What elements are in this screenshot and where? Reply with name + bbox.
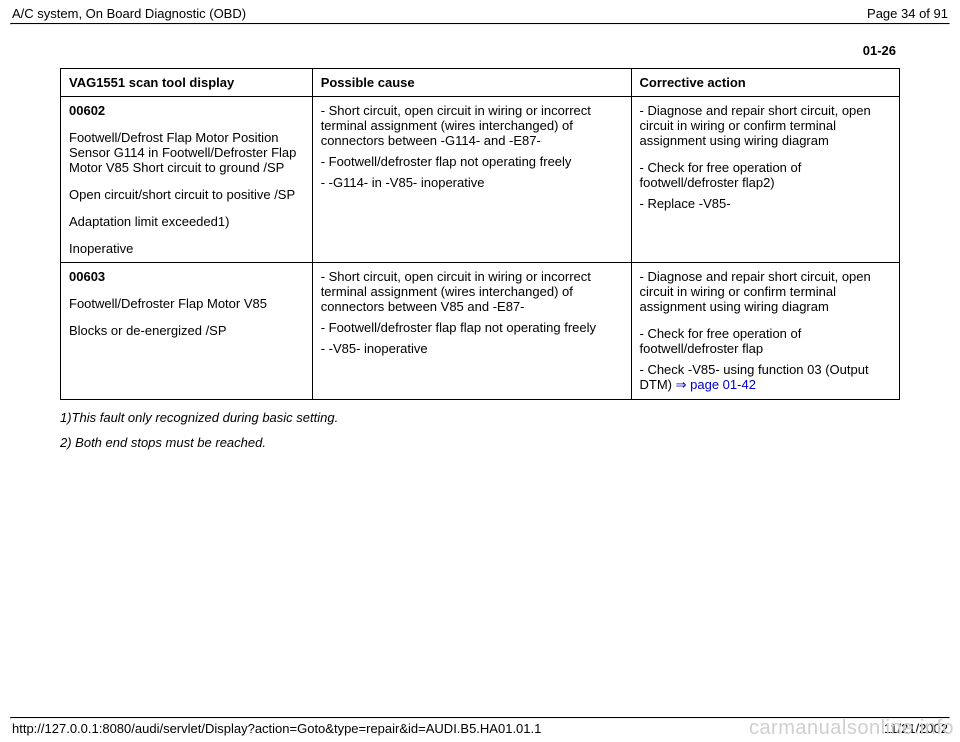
- cause-line: - Footwell/defroster flap not operating …: [321, 154, 623, 169]
- footnotes: 1)This fault only recognized during basi…: [60, 410, 900, 450]
- cause-line: - Footwell/defroster flap flap not opera…: [321, 320, 623, 335]
- col-header-cause: Possible cause: [312, 69, 631, 97]
- fault-code: 00602: [69, 103, 304, 118]
- action-line: - Replace -V85-: [640, 196, 892, 211]
- display-line: Blocks or de-energized /SP: [69, 323, 304, 338]
- cell-display: 00603 Footwell/Defroster Flap Motor V85 …: [61, 263, 313, 400]
- cause-line: - -G114- in -V85- inoperative: [321, 175, 623, 190]
- fault-code: 00603: [69, 269, 304, 284]
- footer-url: http://127.0.0.1:8080/audi/servlet/Displ…: [12, 721, 541, 736]
- action-line: - Check -V85- using function 03 (Output …: [640, 362, 892, 393]
- cause-line: - Short circuit, open circuit in wiring …: [321, 103, 623, 148]
- page-indicator: Page 34 of 91: [867, 6, 948, 21]
- footer-date: 11/21/2002: [884, 721, 948, 736]
- cell-action: - Diagnose and repair short circuit, ope…: [631, 263, 900, 400]
- cell-cause: - Short circuit, open circuit in wiring …: [312, 263, 631, 400]
- display-line: Adaptation limit exceeded1): [69, 214, 304, 229]
- page-footer: http://127.0.0.1:8080/audi/servlet/Displ…: [10, 717, 950, 736]
- display-line: Inoperative: [69, 241, 304, 256]
- action-line: - Check for free operation of footwell/d…: [640, 160, 892, 190]
- col-header-display: VAG1551 scan tool display: [61, 69, 313, 97]
- display-line: Footwell/Defrost Flap Motor Position Sen…: [69, 130, 304, 175]
- display-line: Open circuit/short circuit to positive /…: [69, 187, 304, 202]
- footnote: 2) Both end stops must be reached.: [60, 435, 900, 450]
- footnote: 1)This fault only recognized during basi…: [60, 410, 900, 425]
- display-line: Footwell/Defroster Flap Motor V85: [69, 296, 304, 311]
- action-line: - Check for free operation of footwell/d…: [640, 326, 892, 356]
- page-header: A/C system, On Board Diagnostic (OBD) Pa…: [10, 6, 950, 23]
- col-header-action: Corrective action: [631, 69, 900, 97]
- cause-line: - -V85- inoperative: [321, 341, 623, 356]
- table-header-row: VAG1551 scan tool display Possible cause…: [61, 69, 900, 97]
- cell-action: - Diagnose and repair short circuit, ope…: [631, 97, 900, 263]
- diagnostic-table: VAG1551 scan tool display Possible cause…: [60, 68, 900, 400]
- page-ref: 01-26: [60, 43, 900, 58]
- arrow-icon: ⇒: [676, 377, 687, 392]
- table-row: 00603 Footwell/Defroster Flap Motor V85 …: [61, 263, 900, 400]
- content-area: 01-26 VAG1551 scan tool display Possible…: [10, 25, 950, 450]
- cell-cause: - Short circuit, open circuit in wiring …: [312, 97, 631, 263]
- action-line: - Diagnose and repair short circuit, ope…: [640, 269, 892, 314]
- page-link[interactable]: page 01-42: [690, 377, 756, 392]
- doc-title: A/C system, On Board Diagnostic (OBD): [12, 6, 246, 21]
- cause-line: - Short circuit, open circuit in wiring …: [321, 269, 623, 314]
- action-line: - Diagnose and repair short circuit, ope…: [640, 103, 892, 148]
- cell-display: 00602 Footwell/Defrost Flap Motor Positi…: [61, 97, 313, 263]
- table-row: 00602 Footwell/Defrost Flap Motor Positi…: [61, 97, 900, 263]
- page: A/C system, On Board Diagnostic (OBD) Pa…: [0, 0, 960, 742]
